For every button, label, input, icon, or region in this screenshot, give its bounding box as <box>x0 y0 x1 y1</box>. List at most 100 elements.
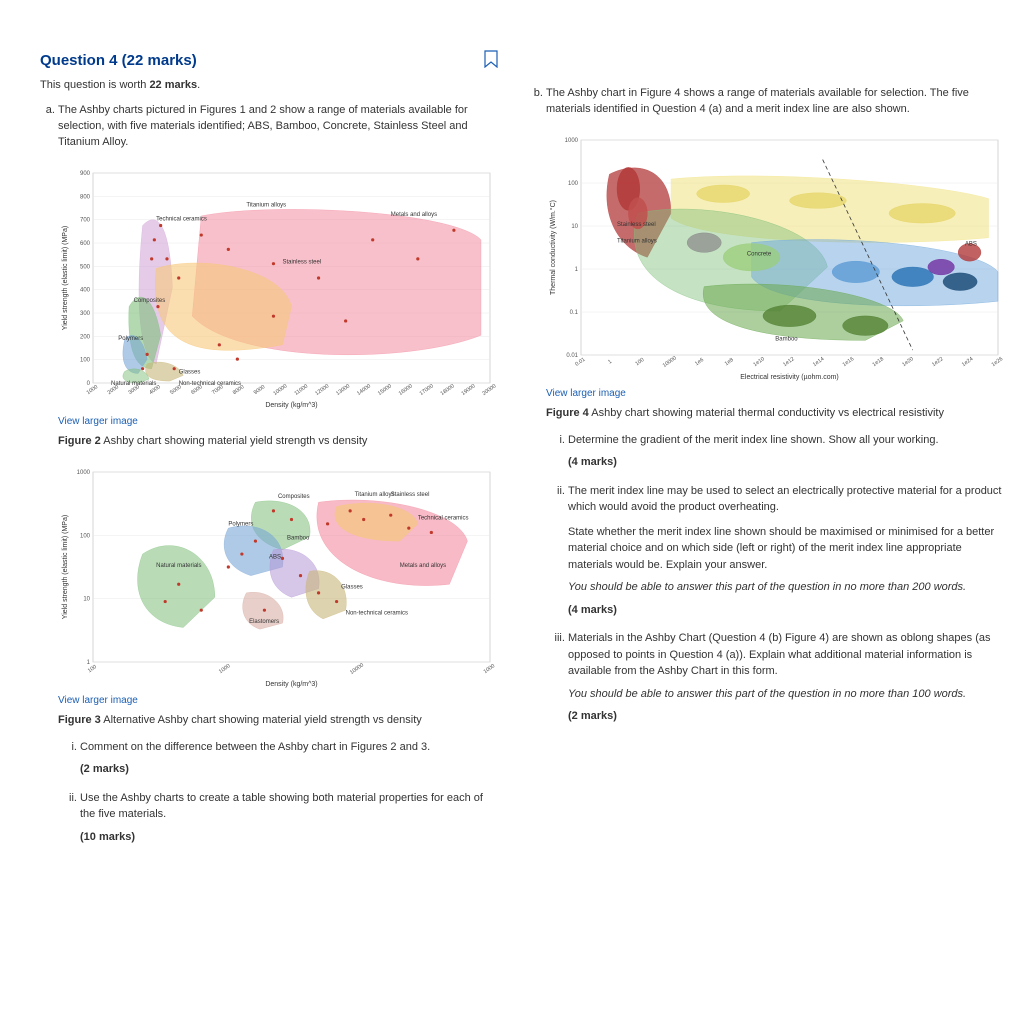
page: Question 4 (22 marks) This question is w… <box>40 50 994 857</box>
a-i-text: Comment on the difference between the As… <box>80 741 430 753</box>
svg-text:19000: 19000 <box>461 383 477 397</box>
svg-text:20000: 20000 <box>481 383 497 397</box>
fig3-caption-text: Alternative Ashby chart showing material… <box>101 714 422 726</box>
right-column: The Ashby chart in Figure 4 shows a rang… <box>528 50 1006 857</box>
svg-text:Composites: Composites <box>134 298 166 304</box>
fig2-link[interactable]: View larger image <box>58 415 138 430</box>
svg-text:100: 100 <box>635 357 646 367</box>
svg-text:1000: 1000 <box>483 663 496 675</box>
svg-text:1e8: 1e8 <box>724 357 735 367</box>
intro-pre: This question is worth <box>40 79 149 91</box>
svg-text:1e24: 1e24 <box>961 356 974 368</box>
svg-text:300: 300 <box>80 311 91 317</box>
svg-text:1e6: 1e6 <box>694 357 705 367</box>
figure-4-chart: 0.010.111010010000.011100100001e61e81e10… <box>546 128 1006 383</box>
b-ii-p1: The merit index line may be used to sele… <box>568 485 1001 514</box>
svg-text:100: 100 <box>568 181 579 187</box>
svg-text:400: 400 <box>80 287 91 293</box>
part-b-ii: The merit index line may be used to sele… <box>568 483 1006 619</box>
svg-text:18000: 18000 <box>440 383 456 397</box>
fig2-caption-text: Ashby chart showing material yield stren… <box>101 435 368 447</box>
b-ii-p2: State whether the merit index line shown… <box>568 524 1006 574</box>
fig3-link[interactable]: View larger image <box>58 694 138 709</box>
svg-text:900: 900 <box>80 171 91 177</box>
part-b-iii: Materials in the Ashby Chart (Question 4… <box>568 630 1006 725</box>
part-b-subs: Determine the gradient of the merit inde… <box>546 432 1006 725</box>
fig4-caption-b: Figure 4 <box>546 407 589 419</box>
figure-3-chart: 11010010001001000100001000Metals and all… <box>58 460 498 690</box>
a-ii-marks: (10 marks) <box>80 829 498 846</box>
part-b: The Ashby chart in Figure 4 shows a rang… <box>546 86 1006 725</box>
svg-text:Polymers: Polymers <box>228 521 253 527</box>
b-i-marks: (4 marks) <box>568 454 1006 471</box>
part-a: The Ashby charts pictured in Figures 1 a… <box>58 103 498 845</box>
svg-text:Titanium alloys: Titanium alloys <box>617 238 657 244</box>
bookmark-icon[interactable] <box>484 50 498 71</box>
svg-text:200: 200 <box>80 334 91 340</box>
a-i-marks: (2 marks) <box>80 761 498 778</box>
figure-2-chart: 0100200300400500600700800900100020003000… <box>58 161 498 411</box>
part-b-text: The Ashby chart in Figure 4 shows a rang… <box>546 87 969 115</box>
svg-text:ABS: ABS <box>269 554 281 560</box>
svg-text:12000: 12000 <box>314 383 330 397</box>
svg-text:1e26: 1e26 <box>991 356 1004 368</box>
svg-text:Glasses: Glasses <box>179 369 201 375</box>
svg-text:1: 1 <box>87 660 91 666</box>
svg-text:100: 100 <box>80 533 91 539</box>
svg-text:100: 100 <box>80 357 91 363</box>
part-b-i: Determine the gradient of the merit inde… <box>568 432 1006 471</box>
svg-text:Metals and alloys: Metals and alloys <box>400 563 446 569</box>
svg-text:1e10: 1e10 <box>752 356 765 368</box>
svg-text:Polymers: Polymers <box>118 336 143 342</box>
svg-text:17000: 17000 <box>419 383 435 397</box>
svg-text:Electrical resistivity (µohm.c: Electrical resistivity (µohm.com) <box>740 374 839 381</box>
svg-text:Stainless steel: Stainless steel <box>282 259 321 265</box>
intro-text: This question is worth 22 marks. <box>40 79 498 91</box>
svg-text:10: 10 <box>83 596 90 602</box>
b-iii-text: Materials in the Ashby Chart (Question 4… <box>568 632 991 677</box>
b-ii-marks: (4 marks) <box>568 602 1006 619</box>
b-ii-note: You should be able to answer this part o… <box>568 579 1006 596</box>
fig2-caption: Figure 2 Ashby chart showing material yi… <box>58 434 498 450</box>
svg-text:1e16: 1e16 <box>842 356 855 368</box>
svg-text:10: 10 <box>571 224 578 230</box>
svg-text:500: 500 <box>80 264 91 270</box>
svg-text:1e22: 1e22 <box>931 356 944 368</box>
svg-text:Glasses: Glasses <box>341 584 363 590</box>
left-column: Question 4 (22 marks) This question is w… <box>40 50 498 857</box>
b-i-text: Determine the gradient of the merit inde… <box>568 434 939 446</box>
svg-text:Density (kg/m^3): Density (kg/m^3) <box>265 681 317 688</box>
part-a-i: Comment on the difference between the As… <box>80 739 498 778</box>
page-title: Question 4 (22 marks) <box>40 52 197 69</box>
svg-text:Elastomers: Elastomers <box>249 619 279 625</box>
svg-text:Thermal conductivity (W/m.°C): Thermal conductivity (W/m.°C) <box>549 200 557 295</box>
svg-text:600: 600 <box>80 241 91 247</box>
svg-text:1: 1 <box>607 359 613 366</box>
svg-text:Technical ceramics: Technical ceramics <box>156 217 207 223</box>
svg-text:10000: 10000 <box>272 383 288 397</box>
b-iii-marks: (2 marks) <box>568 708 1006 725</box>
svg-text:Technical ceramics: Technical ceramics <box>418 515 469 521</box>
svg-text:Non-technical ceramics: Non-technical ceramics <box>179 381 241 387</box>
fig4-link[interactable]: View larger image <box>546 387 626 402</box>
parts-list-left: The Ashby charts pictured in Figures 1 a… <box>40 103 498 845</box>
svg-text:Yield strength (elastic limit): Yield strength (elastic limit) (MPa) <box>62 514 69 618</box>
svg-text:Bamboo: Bamboo <box>287 535 310 541</box>
svg-text:1: 1 <box>575 267 579 273</box>
fig3-caption: Figure 3 Alternative Ashby chart showing… <box>58 713 498 729</box>
svg-text:10000: 10000 <box>662 355 678 369</box>
fig3-caption-b: Figure 3 <box>58 714 101 726</box>
svg-text:16000: 16000 <box>398 383 414 397</box>
svg-text:700: 700 <box>80 217 91 223</box>
svg-text:Concrete: Concrete <box>747 251 772 257</box>
svg-text:Metals and alloys: Metals and alloys <box>391 212 437 218</box>
a-ii-text: Use the Ashby charts to create a table s… <box>80 792 483 821</box>
svg-text:13000: 13000 <box>335 383 351 397</box>
svg-text:ABS: ABS <box>965 241 977 247</box>
svg-text:Natural materials: Natural materials <box>111 381 156 387</box>
fig4-caption-text: Ashby chart showing material thermal con… <box>589 407 944 419</box>
svg-text:1000: 1000 <box>218 663 231 675</box>
svg-text:1000: 1000 <box>565 138 579 144</box>
svg-text:15000: 15000 <box>377 383 393 397</box>
parts-list-right: The Ashby chart in Figure 4 shows a rang… <box>528 86 1006 725</box>
